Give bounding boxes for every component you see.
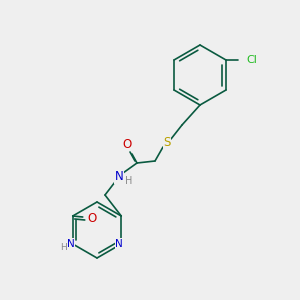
Text: Cl: Cl: [246, 55, 257, 65]
Text: S: S: [163, 136, 171, 149]
Text: N: N: [67, 239, 75, 249]
Text: N: N: [115, 170, 123, 184]
Text: O: O: [87, 212, 96, 224]
Text: H: H: [125, 176, 133, 186]
Text: O: O: [122, 137, 132, 151]
Text: H: H: [60, 244, 67, 253]
Text: N: N: [116, 239, 123, 249]
